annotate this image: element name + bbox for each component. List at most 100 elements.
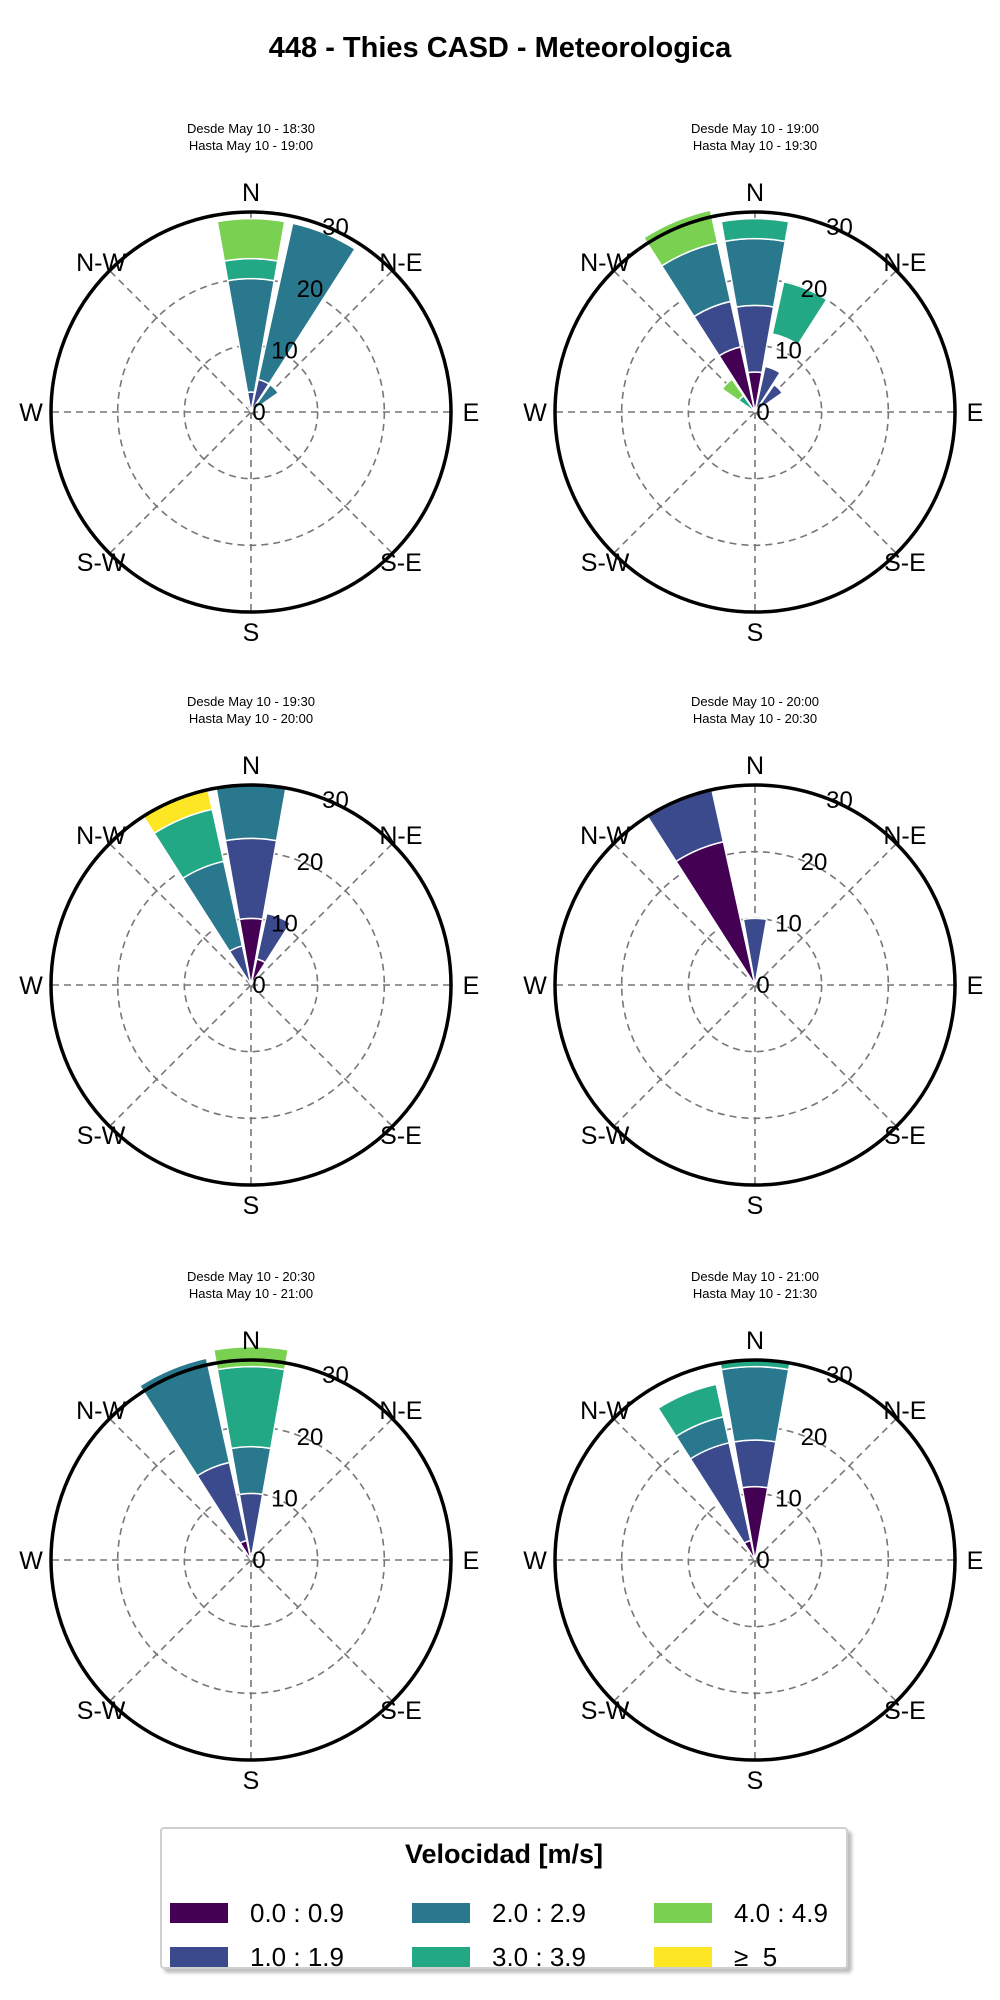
grid-spoke bbox=[109, 270, 252, 413]
grid-spoke bbox=[250, 843, 393, 986]
legend: Velocidad [m/s] 0.0 : 0.9 1.0 : 1.9 2.0 … bbox=[160, 1827, 848, 1972]
grid-spoke bbox=[613, 843, 756, 986]
radial-tick-label: 30 bbox=[826, 787, 853, 814]
legend-swatch bbox=[654, 1947, 712, 1967]
direction-label: S-E bbox=[884, 1697, 926, 1725]
grid-spoke bbox=[250, 1559, 393, 1702]
rose-bar-segment bbox=[675, 840, 756, 986]
rose-bar-segment bbox=[215, 784, 287, 842]
grid-spoke bbox=[250, 984, 393, 1127]
direction-label: S-W bbox=[581, 1122, 630, 1150]
rose-bar-segment bbox=[138, 1357, 231, 1477]
direction-label: E bbox=[463, 399, 480, 427]
panel-title-line: Hasta May 10 - 21:00 bbox=[189, 1286, 313, 1301]
grid-spoke bbox=[109, 1559, 252, 1702]
radial-tick-label: 10 bbox=[775, 337, 802, 364]
rose-bar-segment bbox=[721, 378, 745, 402]
radial-tick-label: 0 bbox=[756, 399, 769, 426]
grid-spoke bbox=[754, 1418, 897, 1561]
windrose-panel: Desde May 10 - 19:00 Hasta May 10 - 19:30… bbox=[523, 121, 983, 647]
radial-tick-label: 0 bbox=[252, 399, 265, 426]
rose-bar-segment bbox=[255, 912, 292, 964]
windrose-panel: Desde May 10 - 20:00 Hasta May 10 - 20:30… bbox=[523, 694, 983, 1220]
grid-spoke bbox=[109, 984, 252, 1127]
grid-spoke bbox=[754, 270, 897, 413]
direction-label: N bbox=[242, 752, 260, 780]
direction-label: E bbox=[967, 972, 984, 1000]
direction-label: S-E bbox=[884, 1122, 926, 1150]
direction-label: N-W bbox=[76, 1397, 126, 1425]
direction-label: S bbox=[243, 619, 260, 647]
radial-tick-label: 30 bbox=[322, 214, 349, 241]
grid-spoke bbox=[613, 984, 756, 1127]
radial-tick-label: 30 bbox=[322, 1362, 349, 1389]
radial-tick-label: 0 bbox=[252, 972, 265, 999]
panel-title-line: Desde May 10 - 21:00 bbox=[691, 1269, 819, 1284]
grid-spoke bbox=[613, 1418, 756, 1561]
direction-label: N-W bbox=[76, 249, 126, 277]
legend-label: 3.0 : 3.9 bbox=[492, 1941, 586, 1972]
windrose-panel: Desde May 10 - 18:30 Hasta May 10 - 19:00… bbox=[19, 121, 479, 647]
rose-bar-segment bbox=[754, 383, 784, 413]
rose-bar-segment bbox=[230, 1445, 272, 1496]
windrose-panels: Desde May 10 - 18:30 Hasta May 10 - 19:00… bbox=[19, 121, 983, 1795]
radial-tick-label: 20 bbox=[801, 1424, 828, 1451]
panel-title-line: Desde May 10 - 20:30 bbox=[187, 1269, 315, 1284]
panel-title-line: Hasta May 10 - 19:30 bbox=[693, 138, 817, 153]
panel-title-line: Hasta May 10 - 21:30 bbox=[693, 1286, 817, 1301]
legend-swatch bbox=[412, 1903, 470, 1923]
direction-label: N-E bbox=[883, 1397, 926, 1425]
radial-tick-label: 20 bbox=[297, 849, 324, 876]
direction-label: N-W bbox=[76, 822, 126, 850]
grid-spoke bbox=[250, 270, 393, 413]
legend-item: 3.0 : 3.9 bbox=[412, 1939, 586, 1975]
rose-bar-segment bbox=[216, 1365, 286, 1450]
rose-bar-segment bbox=[720, 1365, 790, 1443]
direction-label: W bbox=[523, 399, 547, 427]
direction-label: W bbox=[19, 1547, 43, 1575]
direction-label: N bbox=[746, 1327, 764, 1355]
radial-tick-label: 10 bbox=[775, 1485, 802, 1512]
direction-label: N-W bbox=[580, 1397, 630, 1425]
legend-label: 1.0 : 1.9 bbox=[250, 1941, 344, 1972]
direction-label: S-E bbox=[380, 1697, 422, 1725]
outer-ring bbox=[49, 1358, 453, 1762]
outer-ring bbox=[553, 1358, 957, 1762]
legend-label: 4.0 : 4.9 bbox=[734, 1897, 828, 1928]
grid-spoke bbox=[613, 270, 756, 413]
rose-bar-segment bbox=[742, 917, 768, 986]
legend-title: Velocidad [m/s] bbox=[404, 1839, 604, 1869]
direction-label: W bbox=[523, 972, 547, 1000]
radial-tick-label: 20 bbox=[801, 276, 828, 303]
legend-swatch bbox=[170, 1947, 228, 1967]
direction-label: S-E bbox=[884, 549, 926, 577]
panel-title-line: Hasta May 10 - 19:00 bbox=[189, 138, 313, 153]
radial-tick-label: 30 bbox=[322, 787, 349, 814]
direction-label: S-W bbox=[77, 549, 126, 577]
radial-tick-label: 30 bbox=[826, 214, 853, 241]
direction-label: N bbox=[242, 1327, 260, 1355]
panel-title-line: Desde May 10 - 19:30 bbox=[187, 694, 315, 709]
direction-label: S bbox=[747, 1192, 764, 1220]
direction-label: S-W bbox=[77, 1122, 126, 1150]
direction-label: N-E bbox=[883, 822, 926, 850]
rose-bar-segment bbox=[250, 1552, 256, 1561]
rose-bar-segment bbox=[771, 280, 828, 346]
direction-label: S-E bbox=[380, 549, 422, 577]
rose-bar-segment bbox=[216, 217, 286, 262]
legend-swatch bbox=[412, 1947, 470, 1967]
direction-label: W bbox=[19, 399, 43, 427]
rose-bar-segment bbox=[748, 978, 756, 986]
radial-tick-label: 0 bbox=[252, 1547, 265, 1574]
direction-label: N bbox=[242, 179, 260, 207]
panel-title-line: Desde May 10 - 20:00 bbox=[691, 694, 819, 709]
panel-title-line: Hasta May 10 - 20:30 bbox=[693, 711, 817, 726]
radial-tick-label: 10 bbox=[775, 910, 802, 937]
direction-label: S-W bbox=[581, 1697, 630, 1725]
outer-ring bbox=[49, 783, 453, 1187]
direction-label: S bbox=[243, 1767, 260, 1795]
legend-label: 0.0 : 0.9 bbox=[250, 1897, 344, 1928]
direction-label: N-W bbox=[580, 822, 630, 850]
grid-spoke bbox=[250, 1418, 393, 1561]
legend-item: 1.0 : 1.9 bbox=[170, 1939, 344, 1975]
